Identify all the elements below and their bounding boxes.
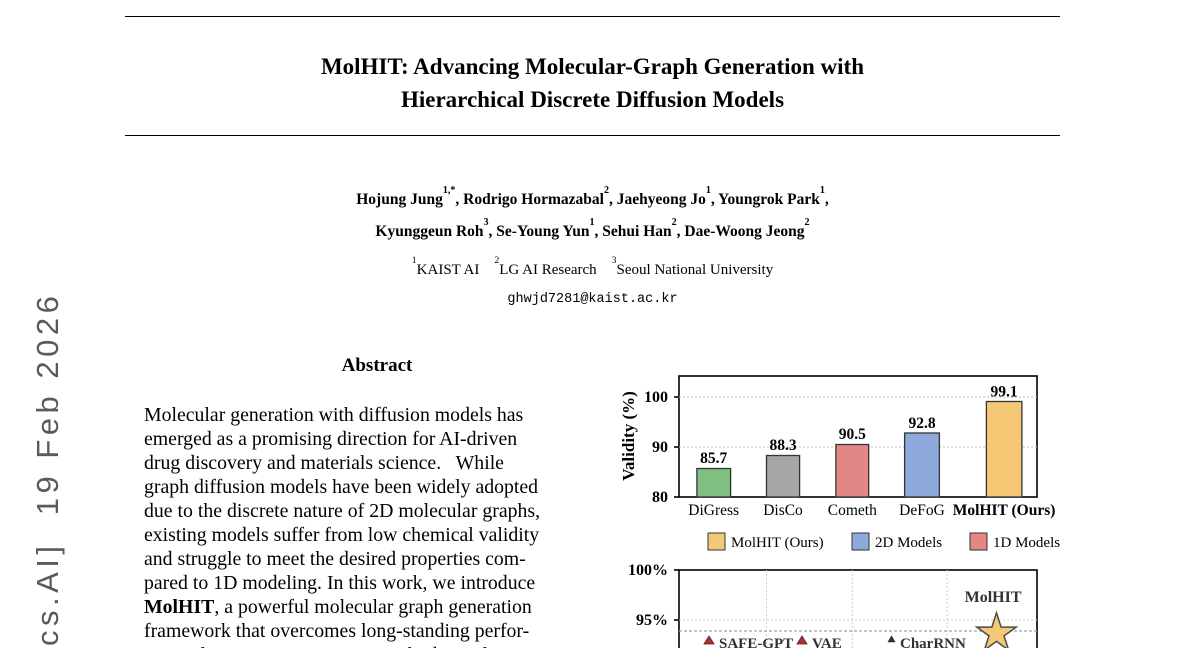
svg-text:90: 90 — [652, 439, 668, 456]
svg-text:90.5: 90.5 — [839, 426, 866, 443]
svg-text:SAFE-GPT: SAFE-GPT — [719, 636, 793, 648]
svg-text:88.3: 88.3 — [769, 437, 796, 454]
svg-text:DiGress: DiGress — [688, 502, 739, 519]
svg-text:DeFoG: DeFoG — [899, 502, 945, 519]
svg-text:85.7: 85.7 — [700, 450, 727, 467]
svg-text:CharRNN: CharRNN — [900, 636, 966, 648]
svg-text:100: 100 — [644, 389, 668, 406]
svg-text:1D Models: 1D Models — [993, 535, 1060, 551]
svg-text:92.8: 92.8 — [908, 415, 935, 432]
svg-text:MolHIT (Ours): MolHIT (Ours) — [731, 535, 824, 551]
svg-text:95%: 95% — [636, 612, 668, 629]
svg-text:99.1: 99.1 — [991, 384, 1018, 401]
svg-text:Cometh: Cometh — [828, 502, 877, 519]
svg-text:Validity (%): Validity (%) — [620, 391, 638, 481]
svg-text:MolHIT: MolHIT — [965, 589, 1022, 606]
svg-text:MolHIT (Ours): MolHIT (Ours) — [953, 502, 1056, 519]
svg-text:DisCo: DisCo — [763, 502, 803, 519]
svg-text:100%: 100% — [628, 562, 668, 579]
svg-text:VAE: VAE — [812, 636, 842, 648]
svg-text:2D Models: 2D Models — [875, 535, 942, 551]
svg-text:80: 80 — [652, 489, 668, 506]
